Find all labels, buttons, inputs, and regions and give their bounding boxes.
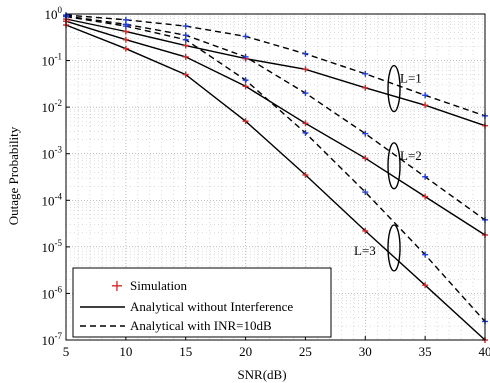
series-line-L2-dashed (65, 15, 486, 221)
annotation-label: L=2 (400, 148, 422, 163)
data-point (362, 189, 369, 196)
annotation-label: L=1 (400, 71, 422, 86)
y-tick-label: 10-4 (42, 191, 63, 208)
data-point (362, 227, 369, 234)
data-point (302, 90, 309, 97)
data-point (362, 70, 369, 77)
x-tick-label: 30 (359, 344, 372, 359)
data-point (242, 83, 249, 90)
y-tick-label: 10-5 (42, 238, 63, 255)
data-point (122, 45, 129, 52)
series-line-L3-dashed (65, 15, 486, 322)
series-lines (65, 14, 486, 341)
data-point (422, 251, 429, 258)
data-point (422, 102, 429, 109)
x-tick-label: 20 (239, 344, 252, 359)
series-line-L1-solid (65, 18, 486, 127)
x-tick-label: 35 (419, 344, 432, 359)
legend-label-inr: Analytical with INR=10dB (130, 318, 272, 333)
x-tick-label: 25 (299, 344, 312, 359)
data-point (182, 53, 189, 60)
data-point (122, 23, 129, 30)
data-point (302, 50, 309, 57)
axis-ticks: 5 10 15 20 25 30 35 40 100 10-1 10-2 10-3 10-4 10-5 10… (42, 5, 490, 359)
data-point (362, 84, 369, 91)
y-tick-label: 10-1 (42, 52, 63, 69)
data-point (182, 71, 189, 78)
data-point (182, 42, 189, 49)
data-point (242, 118, 249, 125)
annotation-ellipse (387, 64, 401, 113)
annotation-ellipse (387, 142, 401, 190)
data-point (302, 129, 309, 136)
data-point (242, 77, 249, 84)
annotation-label: L=3 (354, 243, 376, 258)
y-tick-label: 100 (45, 5, 63, 22)
data-point (302, 66, 309, 73)
y-tick-label: 10-3 (42, 145, 63, 162)
data-point (362, 155, 369, 162)
data-point (302, 171, 309, 178)
legend-marker-symbol: + (110, 276, 123, 295)
x-tick-label: 40 (479, 344, 490, 359)
data-point (362, 130, 369, 137)
annotation-ellipse (387, 224, 401, 272)
annotations: L=1 L=2 L=3 (354, 64, 422, 272)
data-point (422, 193, 429, 200)
data-point (182, 36, 189, 43)
x-tick-label: 15 (179, 344, 192, 359)
data-point (422, 173, 429, 180)
series-line-L3-solid (65, 24, 486, 341)
y-tick-label: 10-6 (42, 284, 63, 301)
y-tick-label: 10-7 (42, 331, 63, 348)
series-line-L1-dashed (65, 14, 486, 117)
series-line-L2-solid (65, 20, 486, 236)
plot-frame (65, 13, 486, 341)
data-point (422, 282, 429, 289)
x-tick-label: 10 (119, 344, 132, 359)
data-point (182, 23, 189, 30)
data-point (122, 36, 129, 43)
legend-label-simulation: Simulation (130, 278, 188, 293)
data-point (422, 92, 429, 99)
data-point (242, 53, 249, 60)
data-point (122, 28, 129, 35)
legend-label-analytical: Analytical without Interference (130, 299, 293, 314)
y-tick-label: 10-2 (42, 98, 63, 115)
y-axis-label: Outage Probability (6, 126, 21, 225)
legend: + Simulation Analytical without Interfer… (72, 267, 332, 338)
data-point (302, 120, 309, 127)
data-point (242, 33, 249, 40)
x-axis-label: SNR(dB) (237, 367, 286, 382)
x-tick-label: 5 (63, 344, 70, 359)
